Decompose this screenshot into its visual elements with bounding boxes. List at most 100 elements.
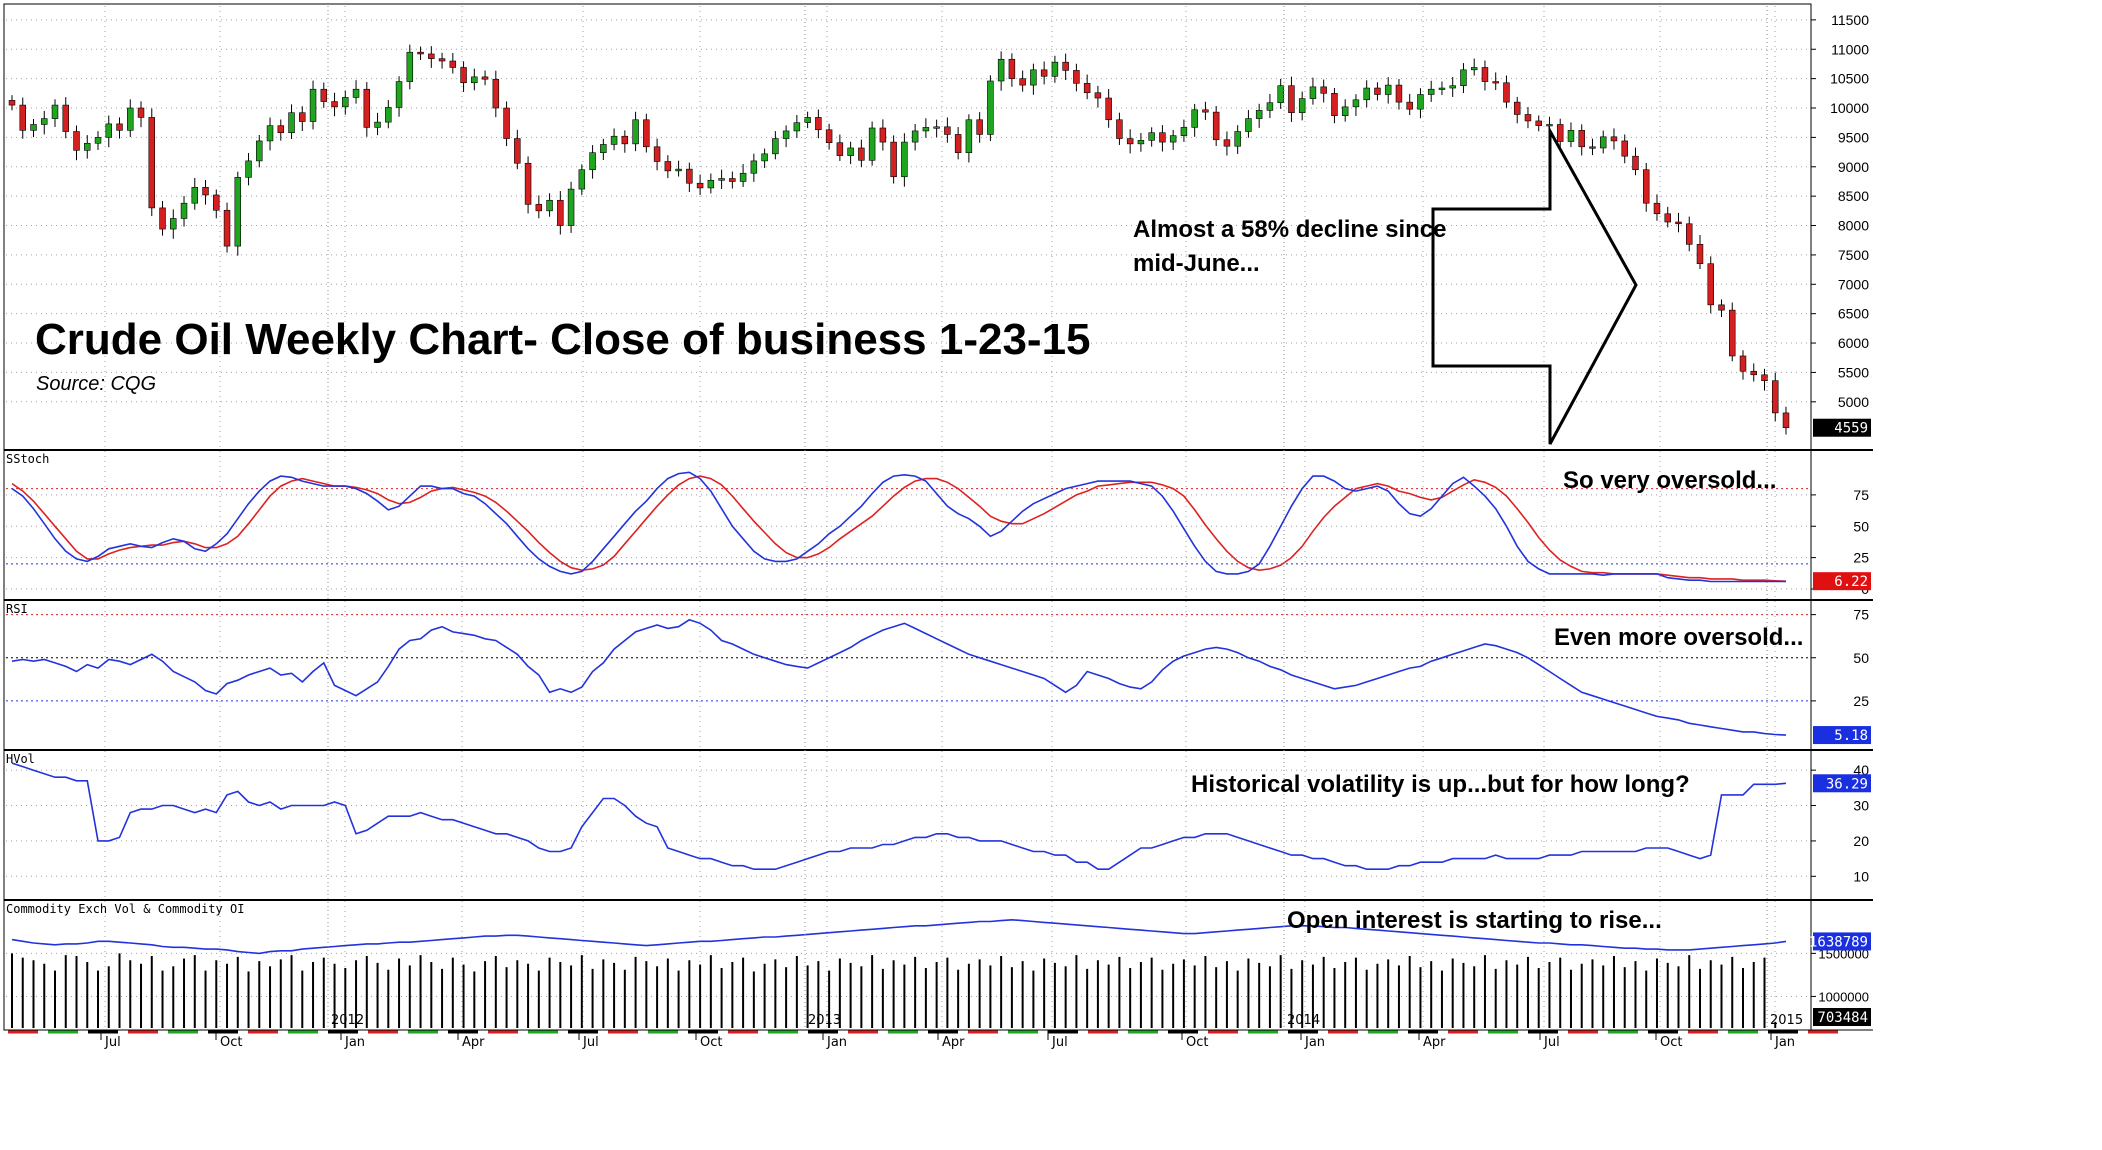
stochastic-panel: 7550250SStoch6.22 (6, 452, 1871, 597)
candle-up (772, 138, 779, 155)
candle-down (1729, 309, 1736, 357)
candle-up (1363, 87, 1370, 101)
candle-down (1632, 155, 1639, 171)
candle-down (1578, 130, 1585, 148)
candle-up (987, 80, 994, 135)
y-tick-label: 6000 (1838, 335, 1869, 351)
candle-down (213, 194, 220, 211)
candle-down (1073, 70, 1080, 84)
candle-up (965, 119, 973, 153)
candle-down (1675, 221, 1682, 225)
candle-up (105, 123, 113, 138)
volume-value-tag: 703484 (1817, 1010, 1868, 1026)
candle-down (148, 117, 156, 209)
candle-down (664, 161, 672, 172)
candle-up (1191, 109, 1198, 128)
candle-down (1116, 119, 1123, 139)
y-tick-label: 20 (1853, 833, 1869, 849)
candle-down (1008, 58, 1016, 79)
candle-down (202, 187, 209, 196)
candle-up (352, 88, 360, 98)
stoch-value-tag: 6.22 (1834, 574, 1868, 590)
hvol-annotation: Historical volatility is up...but for ho… (1191, 771, 1690, 798)
rsi-panel: 75 50 25 RSI 5.18 (6, 602, 1871, 745)
candle-down (1481, 67, 1489, 82)
month-label: Oct (220, 1035, 242, 1050)
candle-down (1642, 169, 1650, 204)
candle-down (460, 67, 467, 84)
candle-up (1567, 130, 1575, 142)
candle-down (696, 182, 704, 189)
candle-down (481, 76, 489, 80)
candle-up (1245, 118, 1252, 132)
panel-label: Commodity Exch Vol & Commodity OI (6, 902, 244, 916)
candle-down (73, 131, 80, 151)
y-tick-label: 5000 (1838, 394, 1869, 410)
month-label: Jan (1304, 1035, 1325, 1050)
candle-down (1513, 101, 1521, 115)
candle-down (1718, 304, 1725, 311)
candle-down (449, 60, 457, 68)
candle-down (1621, 140, 1628, 157)
panel-label: HVol (6, 752, 35, 766)
candle-up (41, 118, 48, 125)
panel-label: RSI (6, 602, 28, 616)
candle-down (1685, 223, 1693, 245)
candle-down (331, 101, 338, 108)
candle-down (1212, 111, 1220, 141)
month-label: Oct (1660, 1035, 1682, 1050)
panel-label: SStoch (6, 452, 49, 466)
candle-down (1664, 213, 1671, 223)
candle-up (471, 76, 478, 84)
candle-up (170, 218, 177, 230)
candle-down (159, 207, 166, 230)
candle-down (1503, 82, 1510, 103)
y-tick-label: 25 (1853, 693, 1869, 709)
year-label: 2014 (1287, 1013, 1320, 1028)
candle-up (718, 178, 725, 181)
candle-up (1255, 110, 1263, 119)
candle-down (1019, 78, 1026, 86)
candle-down (503, 107, 510, 139)
candle-up (1546, 124, 1553, 127)
candle-down (1772, 380, 1779, 414)
month-label: Jan (826, 1035, 847, 1050)
candle-down (137, 107, 145, 118)
candle-up (288, 112, 295, 133)
candle-up (1438, 87, 1446, 90)
candle-up (610, 135, 618, 145)
hvol-value-tag-bg (1813, 774, 1871, 793)
time-axis: Jul Oct Jan Apr Jul Oct Jan Apr Jul Oct Jan Apr Jul O… (8, 6, 1838, 1050)
y-tick-label: 10500 (1830, 71, 1869, 87)
candle-down (1556, 124, 1564, 142)
stoch-value-tag-bg (1813, 572, 1871, 591)
month-label: Oct (700, 1035, 722, 1050)
candle-down (1406, 101, 1413, 110)
oi-value-tag-bg (1813, 932, 1871, 951)
y-tick-label: 75 (1853, 607, 1869, 623)
year-label: 2012 (331, 1013, 364, 1028)
candle-up (1137, 140, 1145, 145)
candle-up (868, 127, 876, 161)
candle-down (1094, 92, 1102, 99)
candle-up (600, 144, 607, 153)
candle-down (879, 127, 887, 143)
candle-down (8, 100, 16, 106)
candle-down (1062, 61, 1069, 71)
rsi-annotation: Even more oversold... (1554, 624, 1803, 651)
month-label: Apr (462, 1035, 485, 1050)
last-price-tag-bg (1813, 418, 1871, 437)
month-label: Apr (942, 1035, 965, 1050)
candle-up (750, 160, 758, 174)
month-label: Jul (104, 1035, 121, 1050)
candle-down (363, 88, 371, 128)
decline-annotation: Almost a 58% decline since mid-June... (1133, 216, 1453, 277)
candle-up (1427, 88, 1435, 95)
candle-down (1159, 132, 1166, 143)
candle-up (385, 107, 392, 123)
candle-up (1234, 131, 1241, 147)
month-label: Jul (1543, 1035, 1560, 1050)
year-label: 2013 (808, 1013, 841, 1028)
candle-up (374, 121, 381, 128)
candle-up (739, 172, 747, 182)
